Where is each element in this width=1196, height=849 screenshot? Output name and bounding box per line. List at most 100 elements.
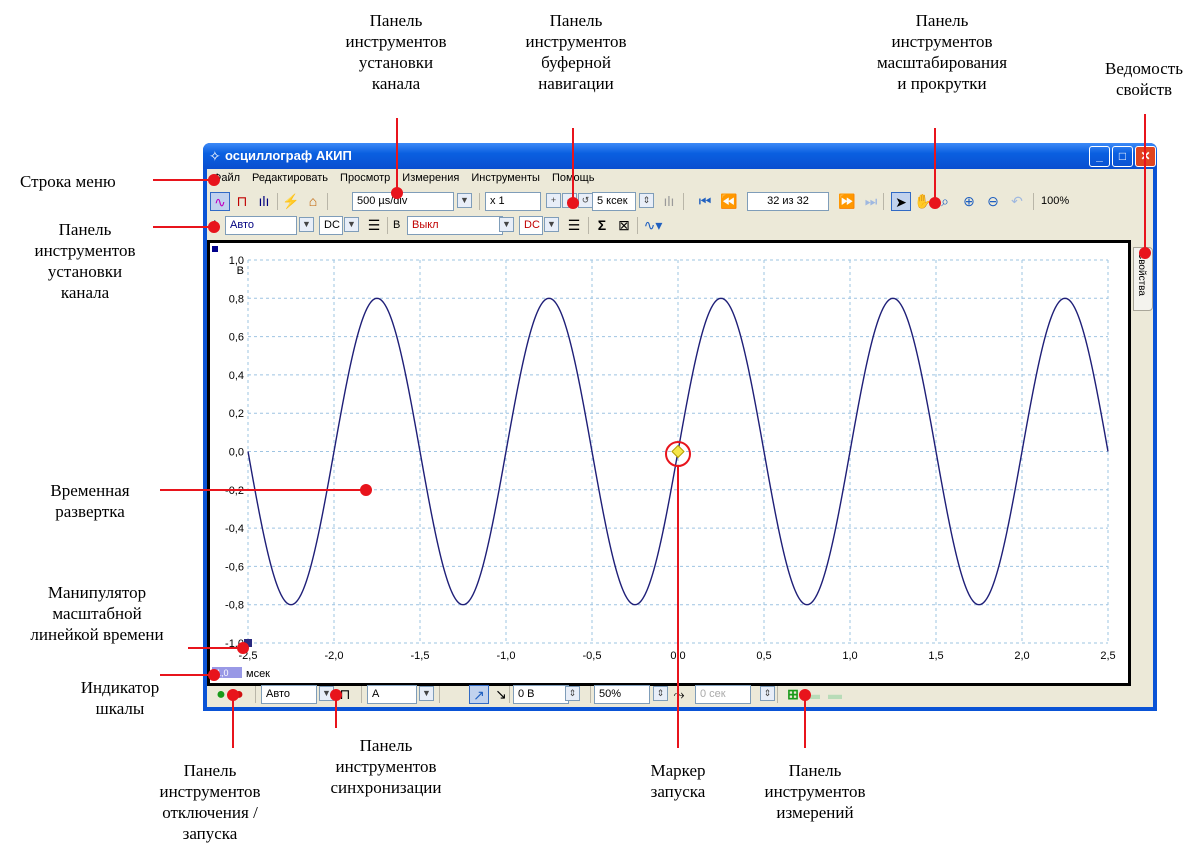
x-tick-label: 1,5 <box>928 650 943 662</box>
scope-view: -2,5 -2,0 -1,5 -1,0 -0,5 0,0 0,5 1,0 1,5 2,0 2,5 1,… <box>207 240 1131 686</box>
signal-generator-icon[interactable]: ∿▾ <box>643 217 663 233</box>
edit-measurement-icon[interactable]: ▬ <box>806 686 820 702</box>
trigger-source-select[interactable]: A <box>367 685 417 704</box>
zoom-percent: 100% <box>1041 195 1070 207</box>
delete-measurement-icon[interactable]: ▬ <box>828 686 842 702</box>
menu-measurements[interactable]: Измерения <box>402 172 460 184</box>
x-tick-label: 2,0 <box>1014 650 1029 662</box>
chevron-down-icon[interactable]: ▼ <box>299 217 314 232</box>
pretrigger-field[interactable]: 50% <box>594 685 650 704</box>
channel-b-range-select[interactable]: Выкл <box>407 216 503 235</box>
undo-zoom-icon[interactable]: ↶ <box>1011 193 1023 209</box>
delay-field[interactable]: 0 сек <box>695 685 751 704</box>
channel-a-indicator <box>212 246 218 252</box>
x-tick-label: 2,5 <box>1100 650 1115 662</box>
channel-a-coupling-select[interactable]: DC <box>319 216 343 235</box>
y-tick-label: -1,0 <box>225 638 244 650</box>
toolbar-separator <box>439 686 440 703</box>
chevron-down-icon[interactable]: ▼ <box>457 193 472 208</box>
client-area: Файл Редактировать Просмотр Измерения Инстру… <box>207 169 1153 707</box>
callout-zoom-scroll-toolbar: Панель инструментов масштабирования и пр… <box>876 11 1008 93</box>
maximize-button[interactable]: □ <box>1112 146 1133 167</box>
pointer-tool-icon[interactable]: ➤ <box>891 192 911 211</box>
menu-file[interactable]: Файл <box>213 172 241 184</box>
y-unit-label: В <box>237 265 244 277</box>
channel-b-label: B <box>393 219 401 231</box>
reference-waveform-icon[interactable]: ⊠ <box>618 217 630 233</box>
channel-a-label: A <box>211 219 219 231</box>
toolbar-separator <box>327 193 328 210</box>
previous-buffer-icon[interactable]: ⏪ <box>720 193 738 209</box>
trigger-delay-icon[interactable]: ⤳ <box>673 686 685 702</box>
stop-icon[interactable]: ● <box>234 686 244 703</box>
zoom-in-icon[interactable]: ⊕ <box>963 193 975 209</box>
y-tick-label: 0,6 <box>229 332 244 344</box>
y-tick-label: 0,0 <box>229 447 244 459</box>
callout-start-stop-toolbar: Панель инструментов отключения / запуска <box>159 761 261 843</box>
add-measurement-icon[interactable]: ⊞ <box>787 686 799 702</box>
scale-indicator-value: 1,0 <box>216 668 229 678</box>
chevron-down-icon[interactable]: ▼ <box>419 686 434 701</box>
title-bar: ✧ осциллограф АКИП _ □ ✕ <box>203 143 1157 169</box>
callout-channel-toolbar-left: Панель инструментов установки канала <box>34 220 136 302</box>
spinner-icon[interactable]: ⇕ <box>639 193 654 208</box>
callout-trigger-marker: Маркер запуска <box>650 761 706 801</box>
spinner-icon[interactable]: ⇕ <box>653 686 668 701</box>
next-buffer-icon[interactable]: ⏩ <box>838 193 856 209</box>
chevron-down-icon[interactable]: ▼ <box>499 217 514 232</box>
spinner-icon[interactable]: ⇕ <box>760 686 775 701</box>
spectrum-mode-icon[interactable]: ılı <box>258 193 270 209</box>
spinner-icon[interactable]: ⇕ <box>565 686 580 701</box>
channel-a-range-select[interactable]: Авто <box>225 216 297 235</box>
main-toolbar: ∿ ⊓ ılı ⚡ ⌂ 500 µs/div ▼ x 1 + − ↺ 5 ксе… <box>207 190 1153 213</box>
minimize-button[interactable]: _ <box>1089 146 1110 167</box>
callout-menu-bar: Строка меню <box>20 172 116 191</box>
persistence-mode-icon[interactable]: ⊓ <box>236 193 248 209</box>
menu-help[interactable]: Помощь <box>551 172 595 184</box>
channel-b-coupling-select[interactable]: DC <box>519 216 543 235</box>
callout-measurements-toolbar: Панель инструментов измерений <box>764 761 866 822</box>
timebase-select[interactable]: 500 µs/div <box>352 192 454 211</box>
chevron-down-icon[interactable]: ▼ <box>319 686 334 701</box>
y-tick-label: -0,8 <box>225 600 244 612</box>
buffer-position-field[interactable]: 32 из 32 <box>747 192 829 211</box>
first-buffer-icon[interactable]: ⏮ <box>698 193 712 209</box>
plus-icon[interactable]: + <box>546 193 561 208</box>
run-icon[interactable]: ● <box>216 686 226 703</box>
y-tick-label: 0,8 <box>229 293 244 305</box>
channel-b-options-icon[interactable]: ☰ <box>567 217 581 233</box>
auto-setup-icon[interactable]: ⚡ <box>282 193 300 209</box>
advanced-trigger-icon[interactable]: ⊓ <box>339 686 351 702</box>
callout-channel-toolbar-top: Панель инструментов установки канала <box>345 11 447 93</box>
x-tick-label: -2,5 <box>239 650 258 662</box>
zoom-out-icon[interactable]: ⊖ <box>987 193 999 209</box>
samples-field[interactable]: 5 ксек <box>592 192 636 211</box>
trigger-mode-select[interactable]: Авто <box>261 685 317 704</box>
toolbar-separator <box>387 217 388 234</box>
callout-buffer-nav-toolbar: Панель инструментов буферной навигации <box>525 11 627 93</box>
reset-zoom-icon[interactable]: ↺ <box>578 193 593 208</box>
rising-edge-icon[interactable]: ↗ <box>469 685 489 704</box>
minus-icon[interactable]: − <box>562 193 577 208</box>
hand-tool-icon[interactable]: ✋ <box>914 193 932 209</box>
y-tick-label: -0,4 <box>225 523 244 535</box>
trigger-status-bar: ● ● Авто ▼ ⊓ A ▼ ↗ ↘ 0 В ⇕ 50% ⇕ ⤳ 0 сек… <box>207 683 1153 707</box>
zoom-select[interactable]: x 1 <box>485 192 541 211</box>
menu-view[interactable]: Просмотр <box>340 172 391 184</box>
last-buffer-icon[interactable]: ⏭ <box>864 193 878 209</box>
scope-mode-icon[interactable]: ∿ <box>210 192 230 211</box>
properties-tab[interactable]: Свойства <box>1133 247 1153 311</box>
math-channel-icon[interactable]: Σ <box>597 217 607 233</box>
menu-edit[interactable]: Редактировать <box>252 172 329 184</box>
chevron-down-icon[interactable]: ▼ <box>344 217 359 232</box>
chevron-down-icon[interactable]: ▼ <box>544 217 559 232</box>
oscilloscope-chart[interactable]: -2,5 -2,0 -1,5 -1,0 -0,5 0,0 0,5 1,0 1,5 2,0 2,5 1,… <box>210 243 1128 683</box>
close-button[interactable]: ✕ <box>1135 146 1156 167</box>
threshold-field[interactable]: 0 В <box>513 685 569 704</box>
home-icon[interactable]: ⌂ <box>308 193 318 209</box>
zoom-box-icon[interactable]: ⌕ <box>941 193 949 209</box>
falling-edge-icon[interactable]: ↘ <box>495 686 507 702</box>
channel-a-options-icon[interactable]: ☰ <box>367 217 381 233</box>
menu-tools[interactable]: Инструменты <box>471 172 540 184</box>
callout-scale-indicator: Индикатор шкалы <box>80 678 160 718</box>
